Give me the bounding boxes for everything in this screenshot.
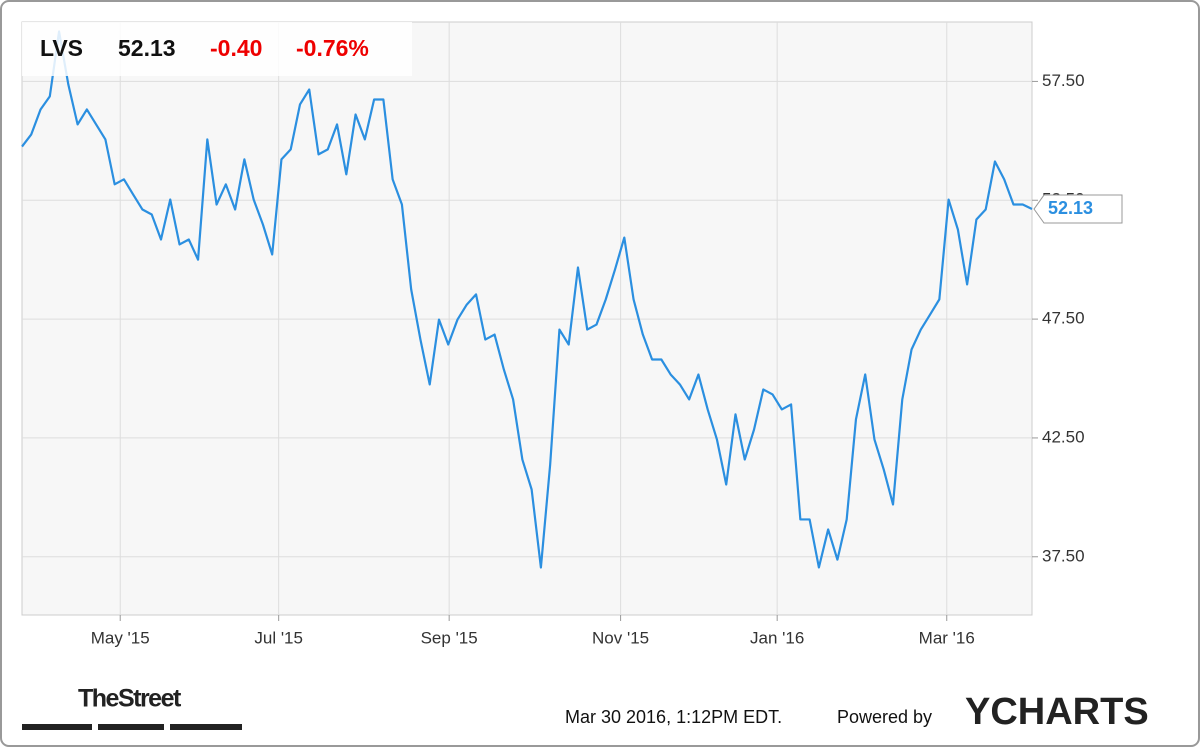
x-tick-label: Mar '16 [919, 628, 975, 647]
last-value-label: 52.13 [1048, 198, 1093, 218]
logo-bar [22, 724, 92, 730]
x-tick-label: May '15 [91, 628, 150, 647]
x-tick-label: Sep '15 [421, 628, 478, 647]
lines [21, 30, 1033, 569]
y-tick-label: 57.50 [1042, 71, 1085, 90]
logo-bar [98, 724, 164, 730]
y-tick-label: 37.50 [1042, 546, 1085, 565]
change: -0.40 [210, 35, 262, 61]
x-tick-label: Jan '16 [750, 628, 804, 647]
grid [22, 22, 1032, 615]
logo-bar [170, 724, 242, 730]
timestamp: Mar 30 2016, 1:12PM EDT. [565, 707, 782, 727]
x-tick-label: Jul '15 [254, 628, 303, 647]
powered-by: Powered by [837, 707, 932, 727]
symbol: LVS [40, 35, 83, 61]
y-tick-label: 42.50 [1042, 427, 1085, 446]
source-logo: TheStreet [78, 685, 182, 713]
price-line [21, 30, 1033, 569]
x-tick-label: Nov '15 [592, 628, 649, 647]
plot-area [21, 21, 1033, 616]
change-pct: -0.76% [296, 35, 369, 61]
brand: YCHARTS [965, 691, 1149, 733]
last-value-tag [1033, 194, 1123, 224]
price: 52.13 [118, 35, 176, 61]
y-tick-label: 47.50 [1042, 309, 1085, 328]
header-box [22, 22, 412, 76]
